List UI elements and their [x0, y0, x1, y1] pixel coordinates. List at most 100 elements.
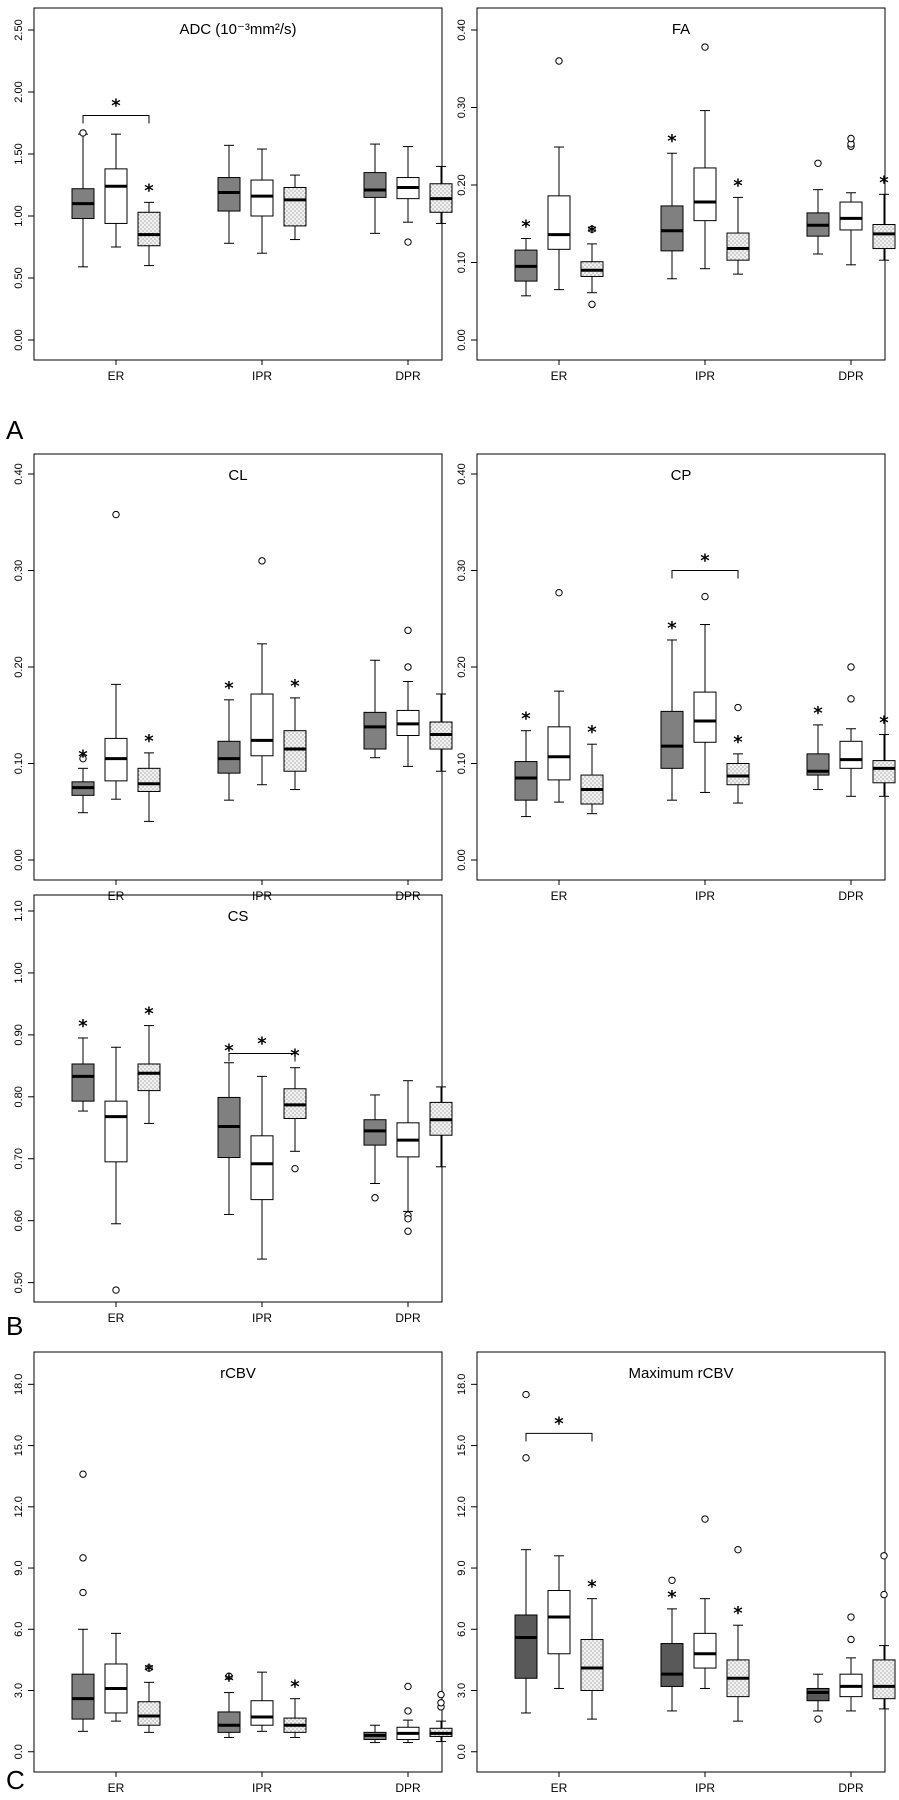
y-tick-label: 0.70 [13, 1148, 25, 1169]
chart-panel-7: Maximum rCBV 0.0 3.0 6.0 9.0 12.0 15.0 18.0 ER IP… [456, 1351, 896, 1795]
box-body [660, 710, 684, 769]
outlier-point [847, 1635, 855, 1644]
significance-star: * [667, 618, 677, 639]
outlier-point [112, 1286, 120, 1294]
chart-title: CP [671, 467, 692, 484]
x-tick-label: DPR [395, 1781, 421, 1795]
y-tick-label: 1.00 [13, 205, 25, 226]
outlier-point [555, 588, 563, 597]
box-dpr-series-2 [396, 146, 420, 246]
x-tick-label: DPR [395, 369, 421, 383]
box-body [806, 1687, 830, 1702]
box-dpr-series-3 [429, 1690, 453, 1743]
chart-panel-4: CP 0.00 0.10 0.20 0.30 0.40 ER IPR DPR * * * * * * * [456, 453, 896, 903]
significance-star: * [224, 1671, 234, 1692]
significance-star: * [733, 1603, 743, 1624]
chart-title: CL [228, 467, 247, 484]
x-tick-label: IPR [695, 369, 715, 383]
box-ipr-series-2 [693, 43, 717, 270]
y-tick-label: 1.50 [13, 143, 25, 164]
outlier-point [404, 1215, 412, 1223]
box-body [104, 1100, 128, 1163]
y-tick-label: 0.40 [13, 463, 25, 484]
x-tick-label: DPR [838, 1781, 864, 1795]
box-body [872, 1659, 896, 1700]
box-er-series-3: * [580, 222, 604, 309]
y-tick-label: 2.50 [13, 19, 25, 40]
outlier-point [880, 1552, 888, 1560]
significance-star: * [144, 180, 154, 201]
significance-star: * [224, 1041, 234, 1062]
outlier-point [79, 129, 87, 137]
outlier-point [847, 663, 855, 671]
outlier-point [847, 134, 855, 143]
chart-panel-1: ADC (10⁻³mm²/s) 0.00 0.50 1.00 1.50 2.00 2.50 E… [13, 7, 453, 383]
outlier-point [404, 1707, 412, 1715]
box-body [660, 205, 684, 252]
box-body [217, 1711, 241, 1733]
outlier-point [112, 510, 120, 519]
outlier-point [814, 159, 822, 168]
outlier-point [522, 1454, 530, 1462]
box-er-series-1: * [71, 746, 95, 814]
significance-star: * [879, 713, 889, 734]
box-dpr-series-2 [396, 1682, 420, 1744]
box-body [547, 726, 571, 781]
box-er-series-1 [71, 1470, 95, 1732]
box-dpr-series-3 [429, 165, 453, 224]
y-tick-label: 1.00 [13, 962, 25, 983]
x-tick-label: IPR [695, 889, 715, 903]
box-er-series-2 [104, 133, 128, 248]
significance-star: * [667, 1587, 677, 1608]
box-body [137, 767, 161, 792]
box-ipr-series-2 [250, 148, 274, 254]
box-er-series-3: * [137, 1004, 161, 1124]
significance-star: * [521, 216, 531, 237]
significance-star: * [78, 746, 88, 767]
box-body [514, 1614, 538, 1679]
box-body [250, 179, 274, 217]
outlier-point [79, 1554, 87, 1562]
outlier-point [79, 754, 87, 763]
outlier-point [588, 300, 596, 309]
panel-letter-a: A [6, 415, 24, 445]
box-er-series-3: * [137, 731, 161, 822]
box-ipr-series-3: * [283, 1677, 307, 1738]
box-ipr-series-1: * [217, 1041, 241, 1215]
box-ipr-series-2 [693, 1515, 717, 1689]
significance-star: * [813, 703, 823, 724]
y-tick-label: 9.0 [456, 1560, 468, 1575]
box-ipr-series-3: * [283, 676, 307, 791]
y-tick-label: 3.0 [456, 1683, 468, 1698]
outlier-point [291, 1164, 299, 1173]
significance-star: * [733, 175, 743, 196]
outlier-point [814, 1715, 822, 1723]
box-dpr-series-3: * [872, 713, 896, 797]
significance-star: * [554, 1413, 564, 1434]
box-er-series-2 [547, 1555, 571, 1689]
box-body [872, 760, 896, 784]
y-tick-label: 12.0 [13, 1496, 25, 1517]
x-tick-label: IPR [252, 369, 272, 383]
box-body [363, 711, 387, 750]
outlier-point [225, 1672, 233, 1680]
box-dpr-series-1 [806, 159, 830, 255]
significance-bracket: * [671, 551, 739, 579]
box-body [363, 1119, 387, 1146]
x-tick-label: DPR [395, 1311, 421, 1325]
significance-star: * [733, 732, 743, 753]
x-tick-label: DPR [395, 889, 421, 903]
y-tick-label: 0.50 [13, 1272, 25, 1293]
significance-star: * [290, 1677, 300, 1698]
box-body [250, 1700, 274, 1726]
outlier-point [880, 1590, 888, 1599]
y-tick-label: 0.50 [13, 267, 25, 288]
significance-star: * [290, 676, 300, 697]
box-body [137, 1701, 161, 1726]
significance-bracket: * [525, 1413, 593, 1442]
significance-star: * [879, 172, 889, 193]
box-ipr-series-2 [250, 557, 274, 786]
y-tick-label: 9.0 [13, 1560, 25, 1575]
x-tick-label: DPR [838, 889, 864, 903]
